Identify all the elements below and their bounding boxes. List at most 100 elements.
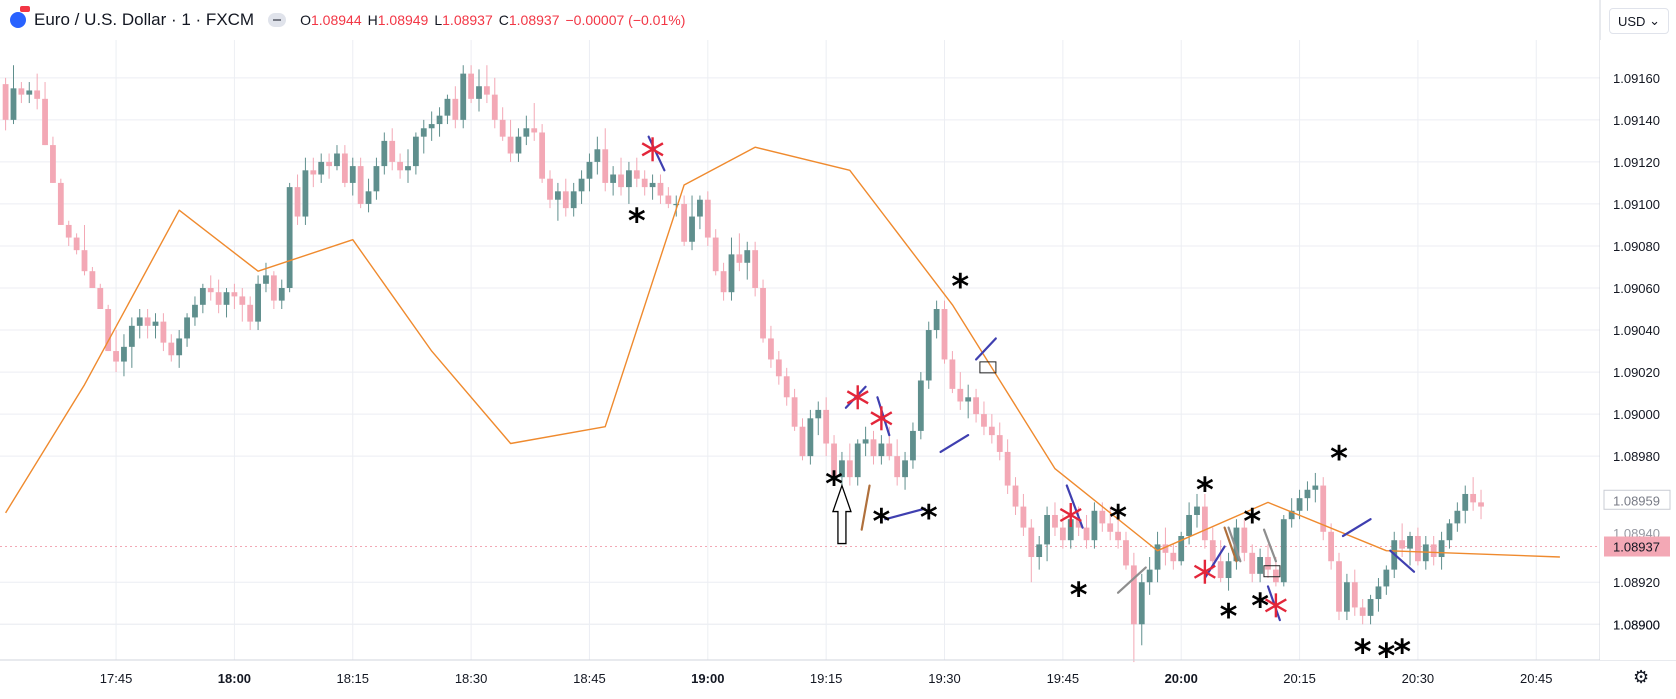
price-tick-label: 1.09040: [1613, 323, 1660, 338]
candle-body: [507, 136, 514, 154]
price-tick-label: 1.09000: [1613, 407, 1660, 422]
candle-body: [483, 86, 490, 95]
candle-body: [1367, 599, 1374, 616]
candle-body: [1083, 527, 1090, 541]
candle-body: [231, 292, 238, 297]
asterisk-marker: *: [920, 498, 938, 538]
candle-body: [1351, 582, 1358, 608]
symbol-title[interactable]: Euro / U.S. Dollar · 1 · FXCM: [34, 10, 255, 29]
candle-body: [965, 397, 972, 402]
candle-body: [81, 250, 88, 272]
candle-body: [468, 73, 475, 99]
up-arrow-marker: [832, 483, 852, 545]
candle-body: [870, 439, 877, 457]
candle-body: [1304, 489, 1311, 499]
candle-body: [373, 166, 380, 192]
asterisk-marker: *: [1377, 637, 1395, 677]
candle-body: [728, 254, 735, 293]
time-tick-label: 19:15: [810, 671, 843, 686]
candle-body: [420, 128, 427, 137]
chart-header: Euro / U.S. Dollar · 1 · FXCM O1.08944 H1…: [0, 0, 1600, 40]
currency-selector[interactable]: USD ⌄: [1609, 8, 1669, 34]
candle-body: [1115, 531, 1121, 541]
candle-body: [199, 288, 206, 305]
last-price-label-box: [1604, 536, 1670, 557]
candle-body: [144, 317, 151, 326]
candle-body: [902, 460, 908, 478]
candle-body: [192, 304, 198, 318]
candle-body: [397, 161, 403, 171]
candle-body: [878, 443, 885, 457]
candle-body: [720, 271, 727, 293]
candle-body: [2, 84, 9, 120]
candle-body: [1130, 565, 1137, 625]
asterisk-marker: *: [1070, 576, 1088, 616]
red-cross-marker: [1059, 507, 1082, 523]
gear-icon[interactable]: ⚙: [1633, 667, 1650, 687]
time-tick-label: 20:30: [1402, 671, 1435, 686]
ohlc-item: H1.08949: [368, 12, 429, 28]
candle-body: [1162, 544, 1169, 553]
annotation-line: [939, 434, 970, 454]
candle-body: [697, 199, 703, 217]
time-tick-label: 17:45: [100, 671, 133, 686]
candle-body: [381, 140, 388, 167]
candle-body: [247, 304, 254, 322]
candle-body: [357, 166, 364, 204]
red-cross-marker: [1193, 564, 1216, 579]
asterisk-marker: *: [1196, 471, 1214, 511]
candle-body: [1320, 485, 1327, 532]
candle-body: [1454, 510, 1461, 524]
candle-body: [862, 439, 869, 444]
candle-body: [1288, 510, 1295, 520]
candle-body: [389, 140, 396, 162]
candle-body: [744, 250, 751, 263]
candle-body: [555, 191, 561, 200]
candle-body: [334, 153, 340, 167]
candle-body: [657, 182, 664, 196]
asterisk-marker: *: [1393, 632, 1411, 672]
candle-body: [1241, 527, 1248, 553]
candle-body: [286, 187, 293, 288]
candle-body: [152, 321, 159, 326]
candle-body: [1170, 552, 1177, 562]
candle-body: [168, 342, 175, 356]
candle-body: [1138, 582, 1145, 625]
time-tick-label: 19:00: [691, 671, 724, 686]
candle-body: [223, 292, 230, 305]
annotation-box: [1263, 565, 1281, 578]
candle-body: [1280, 519, 1287, 583]
candle-body: [839, 460, 845, 478]
price-tick-label: 1.09140: [1613, 113, 1660, 128]
candle-body: [1312, 485, 1319, 490]
moving-average-line: [5, 146, 1560, 558]
candle-body: [1375, 586, 1382, 600]
symbol-logo-icon[interactable]: [10, 6, 30, 28]
candle-body: [562, 191, 569, 209]
candle-body: [917, 380, 924, 431]
annotation-line: [1389, 549, 1416, 573]
candle-body: [491, 94, 498, 120]
candle-body: [1359, 607, 1366, 616]
price-tick-label: 1.09060: [1613, 281, 1660, 296]
candle-body: [807, 418, 814, 457]
ohlc-value: 1.08937: [508, 12, 560, 28]
hide-legend-icon[interactable]: [268, 13, 287, 27]
price-tick-label: 1.08980: [1613, 449, 1660, 464]
candle-body: [1438, 540, 1445, 558]
time-tick-label: 19:30: [928, 671, 961, 686]
candle-body: [1462, 493, 1469, 511]
candle-body: [34, 90, 41, 99]
candle-body: [570, 191, 577, 209]
candle-body: [996, 435, 1003, 452]
candle-body: [1028, 527, 1035, 558]
candle-body: [50, 145, 56, 183]
candle-body: [823, 409, 830, 444]
ohlc-item: L1.08937: [434, 12, 492, 28]
candle-body: [1099, 510, 1106, 524]
candle-body: [270, 275, 277, 301]
candle-body: [626, 170, 632, 188]
candle-body: [349, 166, 356, 183]
annotation-line: [1116, 566, 1147, 594]
